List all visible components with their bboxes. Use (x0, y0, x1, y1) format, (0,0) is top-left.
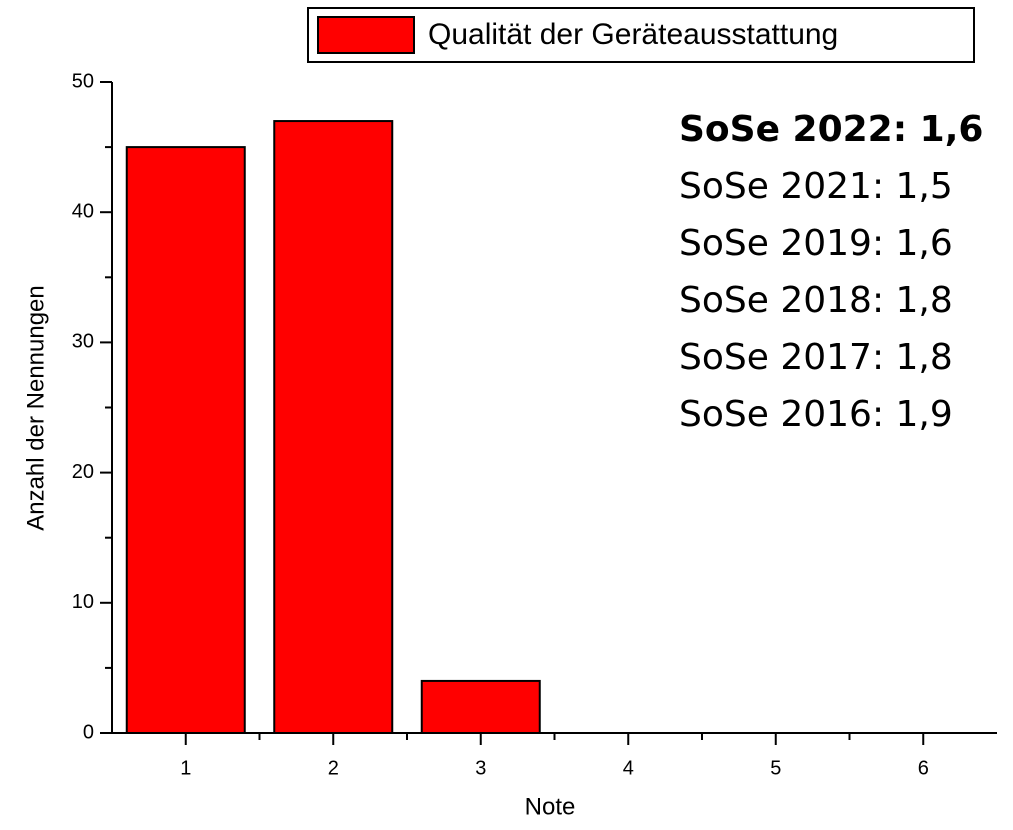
legend-box (307, 7, 975, 63)
x-tick-label: 4 (623, 757, 634, 779)
annotation: SoSe 2017: 1,8 (679, 337, 953, 378)
x-tick-label: 3 (475, 757, 486, 779)
bar (125, 146, 246, 735)
y-tick-label: 30 (72, 331, 94, 353)
y-axis-label: Anzahl der Nennungen (22, 285, 49, 531)
y-tick-label: 50 (72, 70, 94, 92)
bar (420, 679, 541, 734)
y-tick-label: 10 (72, 591, 94, 613)
x-axis-label: Note (525, 793, 576, 820)
x-tick-label: 6 (918, 757, 929, 779)
annotation: SoSe 2019: 1,6 (679, 223, 953, 264)
legend-swatch (317, 16, 415, 54)
annotation: SoSe 2022: 1,6 (679, 109, 983, 150)
x-tick-label: 1 (180, 757, 191, 779)
x-tick-label: 2 (328, 757, 339, 779)
legend-label: Qualität der Geräteausstattung (428, 18, 838, 51)
x-tick-label: 5 (770, 757, 781, 779)
annotation: SoSe 2016: 1,9 (679, 394, 953, 435)
bar (273, 120, 394, 734)
annotation: SoSe 2021: 1,5 (679, 166, 953, 207)
annotation: SoSe 2018: 1,8 (679, 280, 953, 321)
y-tick-label: 40 (72, 200, 94, 222)
y-tick-label: 20 (72, 461, 94, 483)
y-tick-label: 0 (83, 721, 94, 743)
